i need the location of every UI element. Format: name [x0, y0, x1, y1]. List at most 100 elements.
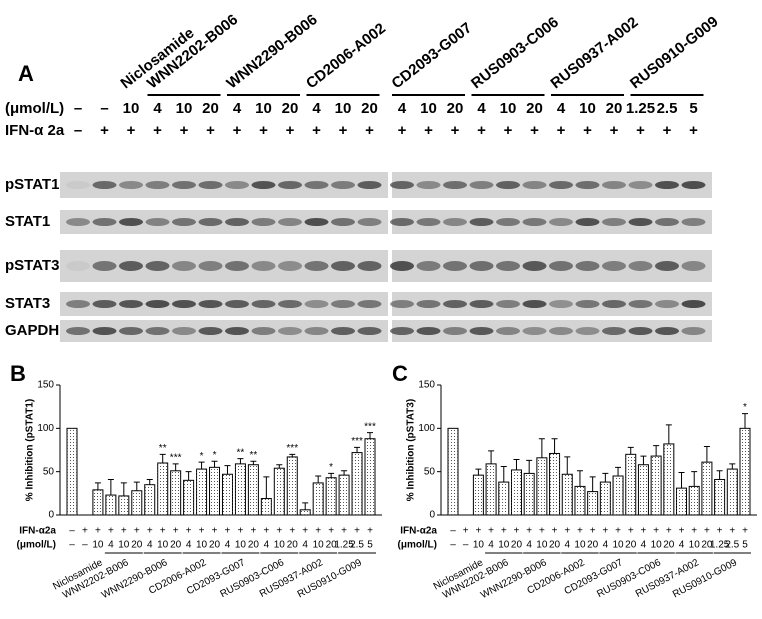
blot-band: [251, 327, 276, 335]
blot-band: [602, 300, 626, 308]
bar-texture: [676, 488, 687, 515]
ifn: +: [424, 122, 433, 139]
bar-texture: [651, 456, 662, 515]
ifn: +: [127, 122, 136, 139]
y-axis-title: % Inhibition (pSTAT3): [406, 399, 417, 501]
blot-band: [331, 181, 355, 189]
x-tick-label: 10: [689, 540, 701, 551]
bar-texture: [727, 469, 738, 515]
blot-band: [390, 261, 414, 271]
bar-texture: [157, 463, 168, 515]
bar-texture: [261, 498, 272, 515]
significance: ***: [364, 421, 376, 432]
ifn: +: [238, 526, 244, 537]
blot-band: [251, 218, 276, 226]
x-tick-label: 10: [574, 540, 586, 551]
ifn-label: IFN-α 2a: [5, 122, 65, 139]
bar-texture: [600, 482, 611, 515]
error-bar: [354, 446, 361, 453]
ifn: +: [610, 122, 619, 139]
blot-band: [549, 261, 573, 271]
error-bar: [564, 456, 571, 475]
blot-band: [602, 218, 626, 226]
error-bar: [94, 482, 101, 490]
x-tick-label: 4: [147, 540, 153, 551]
x-tick-label: 10: [612, 540, 624, 551]
blot-band: [655, 300, 679, 308]
ifn: +: [477, 122, 486, 139]
blot-band: [602, 327, 626, 335]
blot-band: [443, 300, 467, 308]
dose: 20: [202, 100, 219, 117]
blot-band: [172, 300, 196, 308]
bar-texture: [587, 491, 598, 515]
panel-label: B: [10, 361, 26, 386]
x-tick-label: 10: [536, 540, 548, 551]
bar-texture: [248, 464, 259, 515]
ifn: –: [74, 122, 82, 139]
ifn: +: [289, 526, 295, 537]
bar-texture: [209, 467, 220, 515]
error-bar: [133, 481, 140, 491]
error-bar: [526, 459, 533, 474]
x-tick-label: 4: [526, 540, 532, 551]
blot-band: [469, 300, 494, 308]
blot-band: [390, 181, 414, 189]
bar-texture: [714, 479, 725, 515]
x-tick-label: –: [82, 540, 88, 551]
blot-band: [119, 181, 143, 189]
bar-texture: [549, 453, 560, 515]
ifn: +: [636, 122, 645, 139]
dose: –: [74, 100, 82, 117]
compound-label: CD2093-G007: [388, 19, 475, 92]
bar-texture: [131, 490, 142, 515]
blot-band: [331, 261, 355, 271]
bar-texture: [638, 464, 649, 515]
blot-strip: [60, 320, 388, 342]
bar-texture: [448, 428, 458, 515]
blot-band: [655, 181, 679, 189]
ifn: +: [488, 526, 494, 537]
blot-band: [628, 261, 653, 271]
blot-band: [304, 261, 329, 271]
dose: 4: [312, 100, 321, 117]
blot-band: [390, 218, 414, 226]
ifn: +: [302, 526, 308, 537]
x-tick-label: 10: [313, 540, 325, 551]
ifn: +: [276, 526, 282, 537]
ifn: +: [628, 526, 634, 537]
ifn: +: [315, 526, 321, 537]
dose: 20: [282, 100, 299, 117]
error-bar: [640, 455, 647, 465]
error-bar: [159, 453, 166, 463]
x-tick-label: 4: [641, 540, 647, 551]
error-bar: [551, 438, 558, 454]
ifn: +: [501, 526, 507, 537]
blot-band: [522, 181, 547, 189]
dose: 4: [557, 100, 566, 117]
blot-band: [575, 218, 600, 226]
blot-band: [416, 300, 441, 308]
blot-band: [66, 218, 90, 226]
x-tick-label: 20: [131, 540, 143, 551]
ifn: +: [160, 526, 166, 537]
error-bar: [538, 438, 545, 458]
blot-band: [92, 181, 117, 189]
ifn: +: [312, 122, 321, 139]
blot-band: [304, 327, 329, 335]
blot-band: [92, 327, 117, 335]
blot-band: [357, 261, 382, 271]
bar-texture: [144, 484, 155, 515]
error-bar: [263, 476, 270, 499]
bar-texture: [339, 475, 350, 515]
x-tick-label: 20: [170, 540, 182, 551]
blot-band: [602, 261, 626, 271]
blot-band: [655, 261, 679, 271]
blot-band: [522, 218, 547, 226]
ifn: +: [82, 526, 88, 537]
x-tick-label: 10: [196, 540, 208, 551]
blot-band: [681, 181, 706, 189]
bar-texture: [196, 469, 207, 515]
bar-texture: [740, 428, 750, 515]
x-tick-label: 20: [625, 540, 637, 551]
